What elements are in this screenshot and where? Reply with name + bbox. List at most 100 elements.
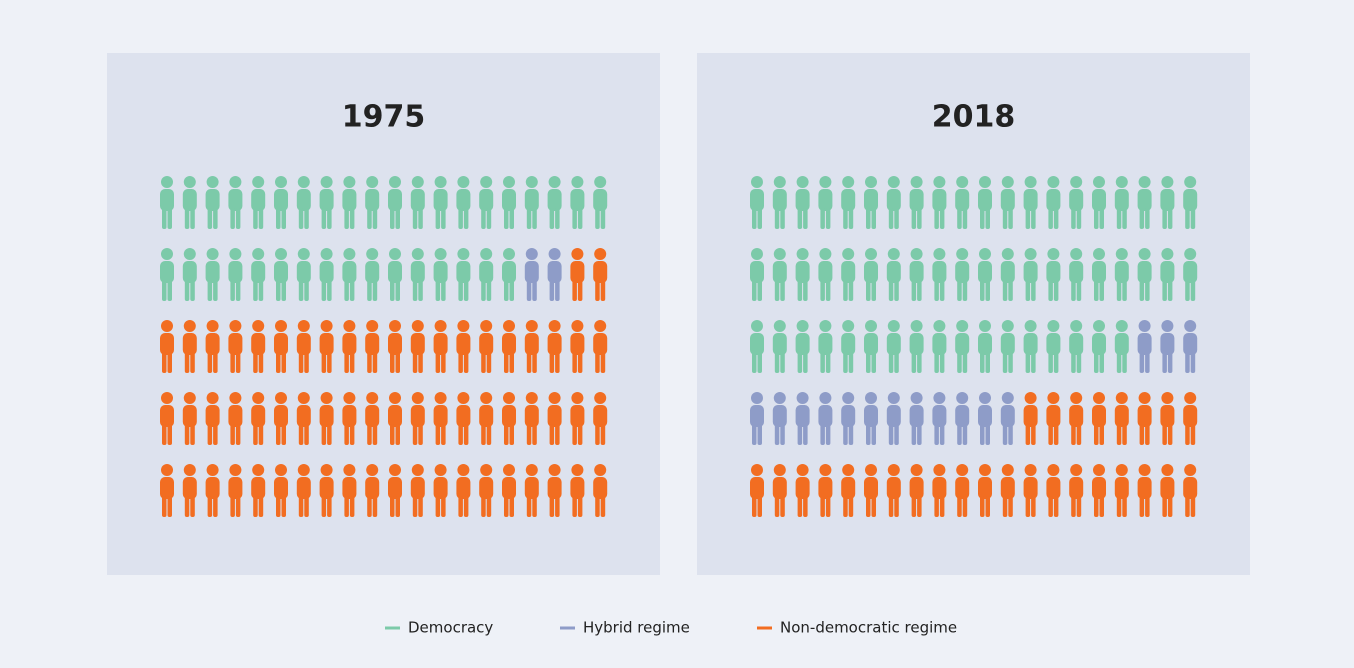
person-leg [549,424,555,445]
person-leg [934,496,939,517]
person-leg [304,424,309,445]
person-head [1070,464,1083,476]
panel [697,53,1250,575]
person-head [1184,320,1197,332]
person-head [434,320,447,332]
person-body [524,477,539,499]
person-leg [504,352,509,373]
person-head [480,176,493,188]
person-head [525,320,538,332]
person-head [320,464,333,476]
person-leg [1031,208,1036,229]
person-head [275,392,287,404]
person-leg [481,280,486,301]
person-head [503,176,515,188]
person-leg [577,280,583,301]
person-body [772,477,787,499]
person-leg [486,496,492,517]
person-leg [1094,496,1099,517]
person-head [1161,176,1174,188]
person-leg [774,208,780,229]
person-head [1001,464,1014,476]
person-leg [349,496,355,517]
person-body [818,261,833,283]
person-leg [774,352,780,373]
person-body [296,261,311,283]
person-head [1093,392,1105,404]
person-leg [917,424,922,445]
person-leg [888,280,894,301]
person-body [479,189,494,211]
person-head [525,464,538,476]
person-head [956,248,969,260]
person-leg [1076,424,1082,445]
person-body [818,477,833,499]
person-leg [549,280,555,301]
person-leg [304,208,309,229]
person-body [772,189,787,211]
person-leg [871,496,876,517]
person-head [1047,464,1060,476]
person-body [818,189,833,211]
person-body [570,333,585,355]
person-body [772,333,787,355]
person-head [796,392,809,404]
person-head [819,320,832,332]
person-leg [167,352,172,373]
person-leg [752,496,757,517]
person-leg [463,352,469,373]
person-body [795,261,810,283]
person-head [1001,320,1014,332]
person-body [1000,405,1015,427]
person-leg [486,208,492,229]
person-leg [298,280,304,301]
person-leg [957,208,962,229]
person-head [1047,392,1060,404]
person-head [1161,392,1174,404]
person-leg [600,280,606,301]
person-head [887,176,900,188]
person-leg [555,352,560,373]
icon-group [750,320,1198,445]
person-leg [871,280,876,301]
person-head [887,248,900,260]
person-body [593,477,608,499]
person-head [503,320,515,332]
person-head [275,464,287,476]
person-leg [820,280,825,301]
icon-group [160,248,608,517]
person-leg [595,424,600,445]
person-body [570,405,585,427]
person-head [842,392,855,404]
person-leg [167,280,172,301]
person-leg [1162,496,1167,517]
person-body [479,261,494,283]
person-leg [321,352,327,373]
person-leg [258,280,264,301]
person-head [1093,248,1105,260]
person-leg [504,208,509,229]
person-leg [595,280,600,301]
person-leg [162,424,167,445]
person-head [1115,320,1128,332]
person-head [933,176,946,188]
person-leg [780,352,785,373]
person-leg [395,352,400,373]
person-body [160,405,174,427]
person-leg [752,208,757,229]
person-body [1069,189,1084,211]
person-leg [866,280,871,301]
person-body [1069,477,1084,499]
person-leg [509,280,514,301]
person-head [865,176,877,188]
person-head [819,392,832,404]
person-body [1137,477,1152,499]
person-leg [1071,352,1076,373]
person-leg [957,496,962,517]
person-body [750,333,764,355]
person-leg [1053,352,1059,373]
person-leg [412,352,418,373]
person-head [366,176,379,188]
person-body [182,189,197,211]
person-body [182,477,197,499]
